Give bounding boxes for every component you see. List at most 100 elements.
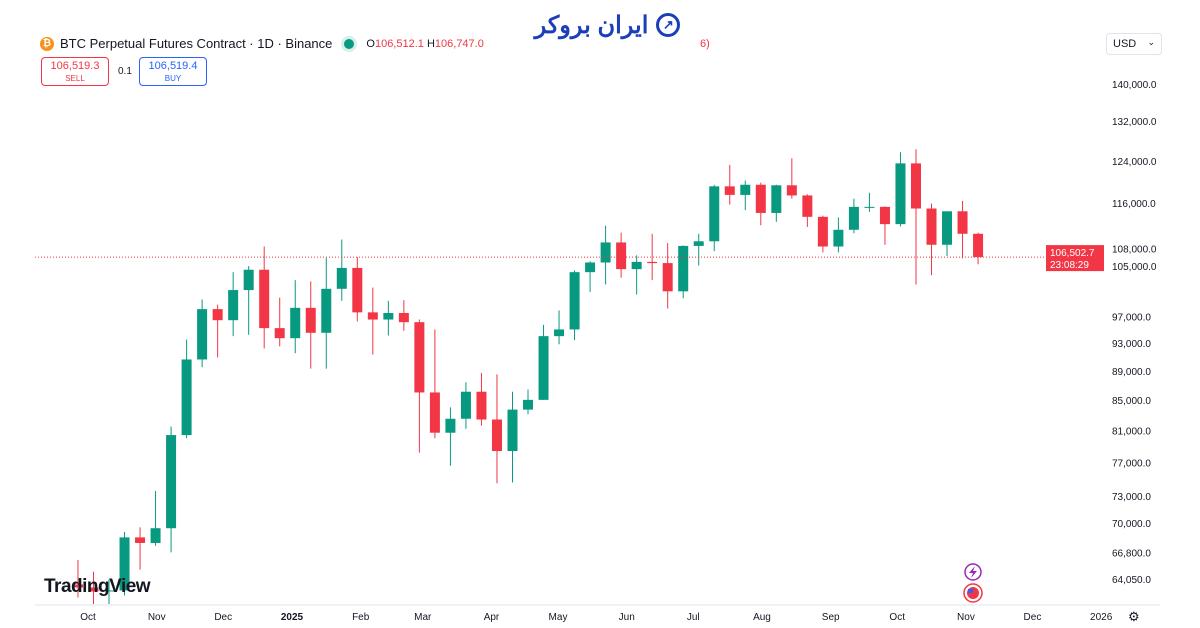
candle [879, 206, 890, 245]
candle [693, 233, 704, 266]
candle [600, 225, 611, 285]
candle [678, 245, 689, 299]
candle [569, 270, 580, 341]
price-tick: 66,800.0 [1112, 548, 1151, 559]
tradingview-watermark: TradingView [44, 576, 151, 597]
price-tick: 97,000.0 [1112, 312, 1151, 323]
candle [554, 310, 565, 345]
price-tick: 89,000.0 [1112, 367, 1151, 378]
time-axis[interactable]: Oct Nov Dec 2025 Feb Mar Apr May Jun Jul Aug Sep Oct… [80, 612, 1113, 623]
candle [864, 192, 875, 212]
candle [724, 164, 735, 205]
candle [802, 194, 813, 227]
price-tick: 93,000.0 [1112, 339, 1151, 350]
price-tick: 132,000.0 [1112, 117, 1157, 128]
price-tick: 77,000.0 [1112, 458, 1151, 469]
time-tick: Aug [753, 612, 771, 623]
candle [398, 300, 409, 331]
currency-select[interactable]: USD ⌄ [1106, 33, 1162, 55]
candle [538, 324, 549, 400]
candle [135, 527, 146, 570]
price-tick: 64,050.0 [1112, 575, 1151, 586]
ohlc-change-tail: 6) [700, 38, 710, 50]
price-tick: 116,000.0 [1112, 199, 1156, 210]
candle [445, 407, 456, 466]
candle [150, 491, 161, 546]
ohlc-values: O106,512.1 H106,747.0 [366, 37, 484, 50]
price-tick: 85,000.0 [1112, 396, 1151, 407]
candle [367, 287, 378, 355]
candle [848, 198, 859, 234]
candle [709, 184, 720, 252]
candle [197, 299, 208, 368]
candle [429, 329, 440, 439]
candle [786, 158, 797, 199]
candle [305, 281, 316, 369]
candle [616, 232, 627, 278]
time-tick: Oct [80, 612, 96, 623]
us-flag-event-icon[interactable] [963, 583, 983, 603]
candle [336, 239, 347, 301]
candle [957, 200, 968, 259]
broker-logo-text: ایران بروکر [534, 11, 649, 39]
price-tick: 81,000.0 [1112, 426, 1151, 437]
candle [740, 180, 751, 211]
candle [352, 257, 363, 322]
candle [212, 304, 223, 358]
candle [259, 246, 270, 349]
time-tick: Nov [957, 612, 975, 623]
candle [383, 300, 394, 336]
settings-icon[interactable]: ⚙ [1128, 609, 1140, 624]
time-tick: Dec [214, 612, 232, 623]
trend-logo-icon: ↗ [656, 13, 681, 37]
price-tick: 140,000.0 [1112, 80, 1157, 91]
broker-logo: ایران بروکر ↗ [525, 0, 690, 50]
candle [476, 372, 487, 426]
candle [228, 272, 239, 337]
candle [72, 560, 83, 598]
candle [662, 243, 673, 309]
time-tick: Dec [1024, 612, 1042, 623]
bar-countdown: 23:08:29 [1050, 260, 1089, 271]
candle [817, 215, 828, 253]
candle [119, 531, 130, 596]
candle [507, 391, 518, 483]
candle [833, 217, 844, 253]
candle [523, 389, 534, 415]
candle [647, 233, 658, 281]
candle [104, 579, 115, 604]
candle [166, 426, 177, 553]
bitcoin-icon: ₿ [40, 36, 54, 51]
price-axis[interactable]: 140,000.0 132,000.0 124,000.0 116,000.0 108,… [1112, 80, 1157, 586]
candle [942, 211, 953, 256]
time-tick: Jul [687, 612, 700, 623]
buy-button[interactable]: 106,519.4 BUY [139, 57, 207, 86]
candles [72, 149, 984, 604]
candle [414, 319, 425, 453]
candle [181, 339, 192, 439]
candle [973, 232, 984, 265]
candle [585, 261, 596, 292]
lightning-event-icon[interactable] [964, 563, 982, 581]
time-tick: May [549, 612, 568, 623]
candle [895, 152, 906, 227]
candle [771, 184, 782, 222]
candle [321, 257, 332, 369]
sell-button[interactable]: 106,519.3 SELL [41, 57, 109, 86]
candle [243, 266, 254, 335]
time-tick: Jun [619, 612, 635, 623]
market-status-dot-icon [344, 38, 355, 49]
symbol-title[interactable]: BTC Perpetual Futures Contract · 1D · Bi… [60, 36, 333, 51]
symbol-header[interactable]: ₿ BTC Perpetual Futures Contract · 1D · … [40, 36, 484, 51]
time-tick: 2026 [1090, 612, 1113, 623]
candle [88, 571, 99, 604]
chevron-down-icon: ⌄ [1147, 37, 1155, 47]
candle [491, 374, 502, 484]
price-tick: 124,000.0 [1112, 157, 1157, 168]
price-tick: 108,000.0 [1112, 244, 1157, 255]
candle [926, 203, 937, 276]
last-price-label: 106,502.7 23:08:29 [1046, 245, 1104, 272]
time-tick: Sep [822, 612, 840, 623]
candle [460, 382, 471, 429]
